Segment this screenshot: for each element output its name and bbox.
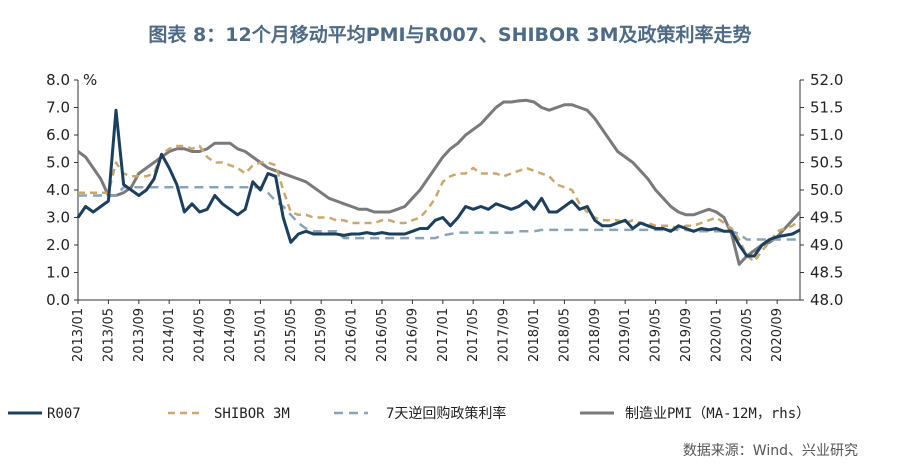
legend-label: 制造业PMI（MA-12M，rhs） [625, 406, 810, 422]
right-tick-label: 50.0 [810, 181, 843, 199]
left-tick-label: 6.0 [46, 126, 70, 144]
left-tick-label: 5.0 [46, 154, 70, 172]
right-tick-label: 49.0 [810, 236, 843, 254]
x-tick-label: 2019/09 [679, 308, 694, 362]
left-tick-label: 7.0 [46, 99, 70, 117]
right-tick-label: 48.5 [810, 264, 843, 282]
x-tick-label: 2017/01 [436, 308, 451, 362]
series-line-pmi-ma12 [77, 98, 802, 266]
x-tick-label: 2013/05 [101, 308, 116, 362]
legend-label: SHIBOR 3M [214, 406, 290, 422]
chart-title: 图表 8：12个月移动平均PMI与R007、SHIBOR 3M及政策利率走势 [148, 24, 752, 46]
x-tick-label: 2014/01 [162, 308, 177, 362]
x-tick-label: 2015/01 [253, 308, 268, 362]
left-tick-label: 3.0 [46, 209, 70, 227]
x-tick-label: 2017/09 [497, 308, 512, 362]
x-tick-label: 2018/01 [527, 308, 542, 362]
right-tick-label: 50.5 [810, 154, 843, 172]
x-tick-label: 2016/09 [405, 308, 420, 362]
x-tick-label: 2018/09 [588, 308, 603, 362]
x-tick-label: 2017/05 [466, 308, 481, 362]
x-tick-label: 2016/01 [345, 308, 360, 362]
source-note: 数据来源：Wind、兴业研究 [682, 443, 858, 459]
x-tick-label: 2015/05 [284, 308, 299, 362]
left-tick-label: 1.0 [46, 264, 70, 282]
right-tick-label: 48.0 [810, 291, 843, 309]
legend-label: R007 [47, 406, 81, 422]
x-tick-label: 2020/01 [709, 308, 724, 362]
legend-label: 7天逆回购政策利率 [386, 405, 506, 422]
x-tick-label: 2013/01 [71, 308, 86, 362]
x-tick-label: 2013/09 [132, 308, 147, 362]
left-tick-label: 8.0 [46, 71, 70, 89]
left-tick-label: 4.0 [46, 181, 70, 199]
left-tick-label: 0.0 [46, 291, 70, 309]
x-tick-label: 2016/05 [375, 308, 390, 362]
series-line-r007 [76, 108, 801, 258]
x-tick-label: 2018/05 [557, 308, 572, 362]
x-tick-label: 2014/05 [193, 308, 208, 362]
legend: R007 SHIBOR 3M 7天逆回购政策利率 制造业PMI（MA-12M，rhs） [8, 405, 810, 422]
left-unit-label: % [83, 71, 97, 89]
x-tick-label: 2015/09 [314, 308, 329, 362]
series-layer [76, 98, 802, 266]
x-tick-label: 2019/05 [649, 308, 664, 362]
x-tick-label: 2019/01 [618, 308, 633, 362]
series-line-shibor-3m [78, 144, 801, 263]
right-tick-label: 49.5 [810, 209, 843, 227]
right-tick-label: 52.0 [810, 71, 843, 89]
x-tick-label: 2014/09 [223, 308, 238, 362]
x-tick-label: 2020/05 [740, 308, 755, 362]
right-tick-label: 51.0 [810, 126, 843, 144]
left-tick-label: 2.0 [46, 236, 70, 254]
axes: 0.0 1.0 2.0 3.0 4.0 5.0 6.0 7.0 8.0 % 48.0 48.5 49.0… [46, 71, 843, 362]
right-tick-label: 51.5 [810, 99, 843, 117]
x-tick-label: 2020/09 [770, 308, 785, 362]
series-line-policy-rate [78, 186, 800, 241]
